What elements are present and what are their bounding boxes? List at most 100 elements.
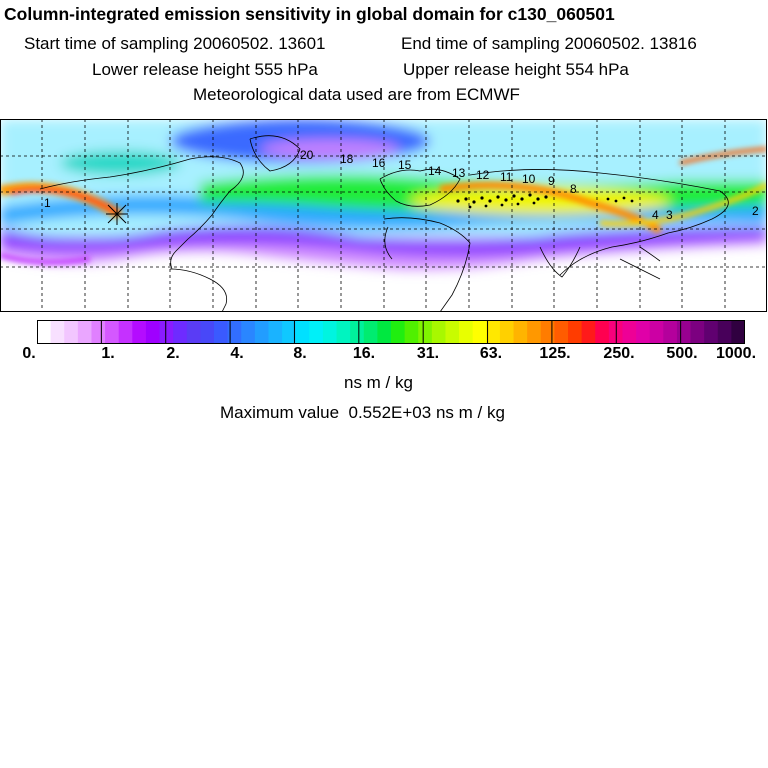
maximum-value-label: Maximum value [220,403,340,422]
colorbar-swatch [676,320,692,344]
colorbar-swatch [254,320,270,344]
contour-label: 1 [44,196,51,210]
emission-sensitivity-map: 1 20 18 16 15 14 13 12 11 10 9 8 4 3 2 [0,119,767,312]
colorbar-swatch [214,320,229,344]
colorbar-label: 63. [479,345,503,362]
plot-title: Column-integrated emission sensitivity i… [4,4,615,24]
colorbar-swatch [295,320,310,344]
colorbar-label: 16. [352,345,376,362]
colorbar-swatch [241,320,256,344]
colorbar-swatch [445,320,460,344]
colorbar-swatch [118,320,133,344]
contour-label: 16 [372,156,386,170]
colorbar-swatch [581,320,596,344]
colorbar-label: 2. [166,345,180,362]
units-label: ns m / kg [344,373,413,392]
maximum-value-unit: ns m / kg [435,403,505,422]
coast-south-america [169,268,228,312]
colorbar-swatch [268,320,283,344]
colorbar-swatch [377,320,392,344]
contour-label: 18 [340,152,354,166]
colorbar-swatch [350,320,365,344]
colorbar-dividers [100,320,682,344]
colorbar-swatch [459,320,474,344]
contour-label: 10 [522,172,536,186]
colorbar-swatch [663,320,678,344]
contour-label: 12 [476,168,490,182]
colorbar-label: 0. [22,345,36,362]
colorbar-label: 4. [230,345,244,362]
colorbar-swatch [336,320,351,344]
release-points [456,193,634,209]
field-canada-green [60,151,180,175]
colorbar-swatch [64,320,79,344]
coast-north-america [39,156,244,270]
coast-greenland [249,135,301,172]
colorbar-swatch [717,320,732,344]
upper-release-label: Upper release height 554 hPa [403,60,629,79]
colorbar-swatch [527,320,542,344]
colorbar-swatch [568,320,583,344]
colorbar-swatch [186,320,201,344]
contour-label: 20 [300,148,314,162]
colorbar-swatch [37,320,52,344]
colorbar-label: 125. [539,345,571,362]
colorbar-swatch [418,320,433,344]
contour-label: 14 [428,164,442,178]
colorbar-label: 31. [416,345,440,362]
colorbar-swatch [404,320,419,344]
colorbar-swatch [486,320,501,344]
colorbar-swatch [91,320,106,344]
field-polar-violet [260,139,400,159]
colorbar-swatch [472,320,487,344]
colorbar-swatch [282,320,297,344]
colorbar-swatch [132,320,147,344]
field-violet-belt [0,226,767,256]
release-marker [106,203,128,225]
colorbar-swatch [690,320,705,344]
colorbar-label: 500. [666,345,698,362]
plume-south-violet [0,252,91,265]
colorbar-swatch [636,320,651,344]
colorbar-swatch [173,320,188,344]
sensitivity-plumes [0,147,767,265]
colorbar-label: 250. [603,345,635,362]
colorbar-frame [37,320,745,344]
met-data-label: Meteorological data used are from ECMWF [193,85,520,104]
colorbar-swatch [622,320,637,344]
contour-label: 9 [548,174,555,188]
contour-label: 3 [666,208,673,222]
plume-east-asia [599,182,767,227]
colorbar-swatch [704,320,719,344]
contour-labels: 1 20 18 16 15 14 13 12 11 10 9 8 4 3 2 [44,148,759,222]
start-time-label: Start time of sampling 20060502. 13601 [24,34,326,53]
contour-label: 11 [500,170,513,184]
plume-pacific-inner [9,187,120,215]
contour-label: 2 [752,204,759,218]
colorbar-swatch [50,320,65,344]
colorbar-swatch [227,320,242,344]
contour-label: 13 [452,166,466,180]
coast-asia [469,169,729,276]
colorbar-swatch [391,320,406,344]
colorbar-swatch [363,320,378,344]
maximum-value: 0.552E+03 [348,403,432,422]
coastlines [39,135,729,312]
sensitivity-field [0,119,767,270]
colorbar-swatch [731,320,745,344]
colorbar-swatch [322,320,338,344]
colorbar-swatch [513,320,528,344]
contour-label: 15 [398,158,412,172]
contour-label: 4 [652,208,659,222]
map-frame [0,119,767,312]
colorbar-swatch [159,320,174,344]
colorbar-swatch [540,320,555,344]
colorbar-swatch [554,320,569,344]
colorbar-swatch [309,320,324,344]
lower-release-label: Lower release height 555 hPa [92,60,318,79]
graticule [0,119,767,312]
colorbar-swatch [105,320,120,344]
colorbar-label: 8. [293,345,307,362]
colorbar-label: 1. [101,345,115,362]
coast-europe [379,168,461,207]
